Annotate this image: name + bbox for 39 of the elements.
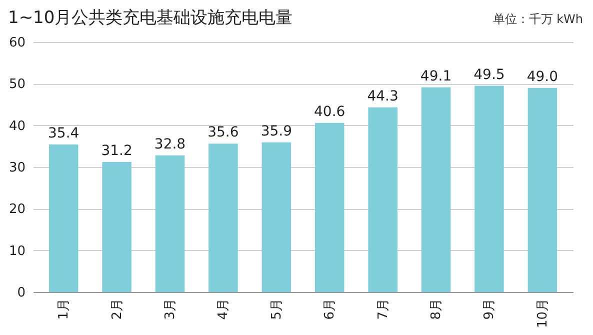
data-label: 49.1 xyxy=(420,68,452,84)
data-label: 31.2 xyxy=(101,143,132,159)
x-tick-label: 4月 xyxy=(216,298,232,320)
x-tick-label: 1月 xyxy=(56,298,72,320)
bar xyxy=(48,144,78,292)
data-label: 35.6 xyxy=(208,124,239,141)
data-label: 49.5 xyxy=(474,66,505,83)
chart-title: 1~10月公共类充电基础设施充电电量 xyxy=(8,7,293,29)
y-tick-label: 60 xyxy=(8,36,26,50)
y-tick-label: 10 xyxy=(8,244,26,259)
y-tick-label: 50 xyxy=(8,77,26,92)
data-label: 49.0 xyxy=(526,68,558,85)
bar xyxy=(102,162,132,292)
x-tick-label: 2月 xyxy=(110,298,125,320)
data-label: 44.3 xyxy=(367,88,398,104)
data-label: 35.9 xyxy=(260,123,292,140)
y-tick-label: 30 xyxy=(8,160,26,176)
bar xyxy=(528,88,558,292)
x-tick-label: 3月 xyxy=(162,298,178,320)
y-tick-label: 0 xyxy=(17,286,26,300)
bar xyxy=(262,142,292,292)
x-tick-label: 6月 xyxy=(322,298,338,320)
bar xyxy=(368,107,398,292)
y-tick-label: 40 xyxy=(8,118,26,134)
bar xyxy=(208,144,238,292)
bar xyxy=(314,122,344,292)
y-tick-label: 20 xyxy=(8,202,26,218)
x-tick-label: 5月 xyxy=(269,298,284,320)
x-tick-label: 7月 xyxy=(376,298,391,320)
x-tick-label: 10月 xyxy=(535,298,550,328)
text: 单位：千万 kWh xyxy=(492,11,583,28)
bar xyxy=(474,86,504,292)
data-label: 32.8 xyxy=(154,136,186,152)
bar xyxy=(155,155,185,292)
bar xyxy=(421,87,451,292)
x-tick-label: 8月 xyxy=(429,298,444,320)
x-tick-label: 9月 xyxy=(482,298,498,320)
data-label: 35.4 xyxy=(48,126,80,142)
data-label: 40.6 xyxy=(314,104,346,120)
